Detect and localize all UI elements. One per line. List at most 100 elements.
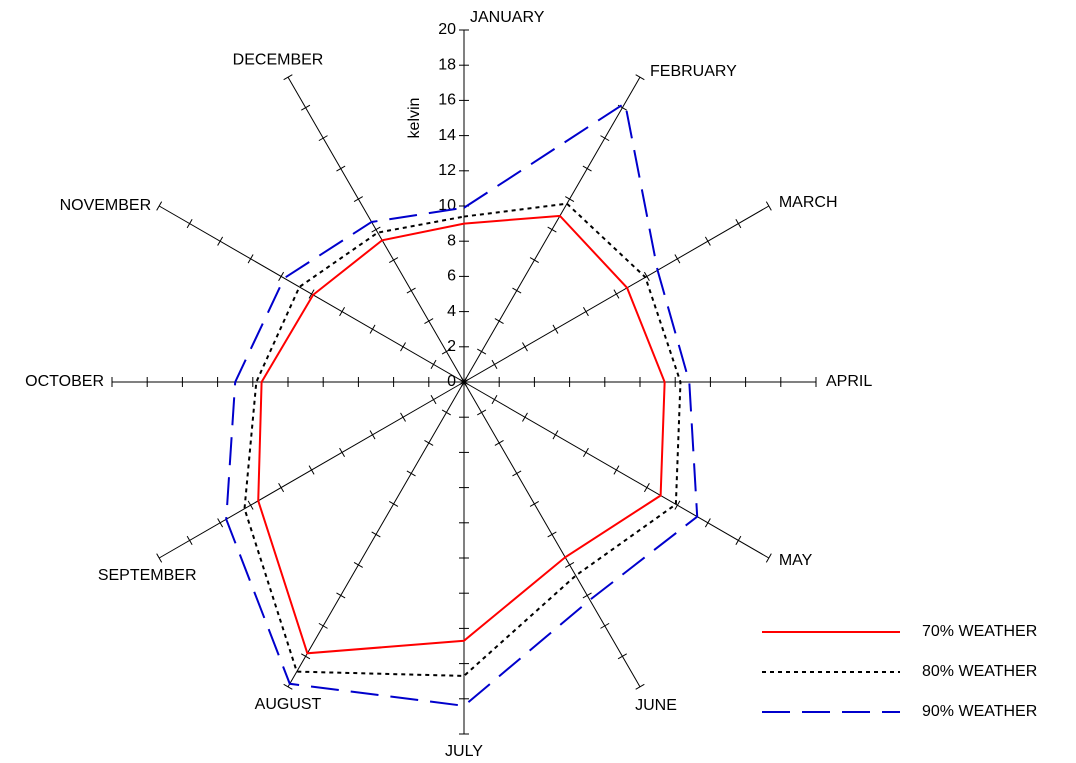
tick-mark bbox=[582, 592, 592, 599]
tick-mark bbox=[389, 501, 399, 507]
tick-mark bbox=[494, 440, 504, 446]
legend-label: 90% WEATHER bbox=[922, 703, 1037, 720]
tick-mark bbox=[583, 307, 589, 317]
tick-mark bbox=[674, 254, 681, 264]
tick-mark bbox=[512, 287, 522, 294]
tick-mark bbox=[283, 74, 293, 81]
series-line bbox=[225, 101, 699, 707]
category-label: OCTOBER bbox=[25, 373, 104, 390]
tick-mark bbox=[369, 324, 376, 334]
tick-mark bbox=[477, 348, 487, 355]
tick-mark bbox=[635, 683, 645, 690]
tick-mark bbox=[156, 201, 163, 211]
tick-mark bbox=[336, 165, 346, 172]
tick-mark bbox=[704, 518, 711, 528]
category-label: JANUARY bbox=[470, 9, 545, 26]
tick-mark bbox=[582, 165, 592, 172]
tick-mark bbox=[547, 531, 557, 538]
tick-mark bbox=[643, 271, 650, 281]
tick-mark bbox=[430, 359, 437, 369]
tick-mark bbox=[318, 135, 328, 142]
tick-mark bbox=[406, 287, 416, 294]
tick-mark bbox=[552, 430, 559, 440]
tick-mark bbox=[617, 653, 627, 660]
tick-mark bbox=[529, 501, 539, 507]
tick-mark bbox=[217, 518, 224, 528]
tick-mark bbox=[400, 342, 406, 352]
category-label: NOVEMBER bbox=[60, 197, 152, 214]
legend-label: 80% WEATHER bbox=[922, 663, 1037, 680]
category-label: APRIL bbox=[826, 373, 872, 390]
tick-mark bbox=[459, 379, 469, 385]
tick-mark bbox=[522, 342, 528, 352]
category-label: AUGUST bbox=[255, 696, 322, 713]
tick-mark bbox=[613, 289, 620, 299]
tick-mark bbox=[318, 622, 328, 629]
tick-mark bbox=[735, 219, 742, 229]
tick-mark bbox=[477, 409, 487, 416]
tick-mark bbox=[369, 430, 376, 440]
tick-mark bbox=[308, 289, 315, 299]
tick-mark bbox=[565, 561, 575, 568]
category-label: SEPTEMBER bbox=[98, 567, 197, 584]
tick-mark bbox=[430, 395, 437, 405]
tick-mark bbox=[600, 622, 610, 629]
tick-mark bbox=[613, 465, 620, 475]
tick-mark bbox=[371, 531, 381, 538]
tick-mark bbox=[371, 226, 381, 233]
category-label: MAY bbox=[779, 552, 813, 569]
tick-mark bbox=[552, 324, 559, 334]
tick-mark bbox=[424, 318, 434, 324]
tick-mark bbox=[406, 470, 416, 477]
y-tick-label: 14 bbox=[438, 127, 456, 144]
category-label: JULY bbox=[445, 743, 483, 760]
tick-mark bbox=[704, 236, 711, 246]
tick-mark bbox=[156, 553, 163, 563]
tick-mark bbox=[494, 318, 504, 324]
y-tick-label: 20 bbox=[438, 21, 456, 38]
tick-mark bbox=[635, 74, 645, 81]
tick-mark bbox=[186, 535, 193, 545]
tick-mark bbox=[735, 535, 742, 545]
tick-mark bbox=[491, 395, 498, 405]
category-label: FEBRUARY bbox=[650, 63, 737, 80]
tick-mark bbox=[186, 219, 193, 229]
tick-mark bbox=[339, 447, 345, 457]
tick-mark bbox=[339, 307, 345, 317]
tick-mark bbox=[441, 348, 451, 355]
tick-mark bbox=[301, 653, 311, 660]
y-tick-label: 4 bbox=[447, 303, 456, 320]
tick-mark bbox=[353, 196, 363, 203]
y-tick-label: 2 bbox=[447, 338, 456, 355]
tick-mark bbox=[308, 465, 315, 475]
tick-mark bbox=[600, 135, 610, 142]
tick-mark bbox=[247, 500, 254, 510]
tick-mark bbox=[583, 447, 589, 457]
y-tick-label: 12 bbox=[438, 162, 456, 179]
tick-mark bbox=[389, 257, 399, 263]
tick-mark bbox=[674, 500, 681, 510]
y-axis-label: kelvin bbox=[406, 98, 423, 139]
tick-mark bbox=[491, 359, 498, 369]
y-tick-label: 6 bbox=[447, 268, 456, 285]
tick-mark bbox=[765, 553, 772, 563]
series-line bbox=[257, 214, 666, 655]
category-label: DECEMBER bbox=[233, 51, 324, 68]
category-label: MARCH bbox=[779, 194, 838, 211]
tick-mark bbox=[512, 470, 522, 477]
tick-mark bbox=[278, 483, 285, 493]
series-line bbox=[243, 202, 682, 677]
y-tick-label: 18 bbox=[438, 56, 456, 73]
tick-mark bbox=[565, 196, 575, 203]
tick-mark bbox=[301, 104, 311, 111]
tick-mark bbox=[547, 226, 557, 233]
tick-mark bbox=[765, 201, 772, 211]
legend-label: 70% WEATHER bbox=[922, 623, 1037, 640]
tick-mark bbox=[278, 271, 285, 281]
tick-mark bbox=[424, 440, 434, 446]
tick-mark bbox=[283, 683, 293, 690]
tick-mark bbox=[217, 236, 224, 246]
tick-mark bbox=[247, 254, 254, 264]
